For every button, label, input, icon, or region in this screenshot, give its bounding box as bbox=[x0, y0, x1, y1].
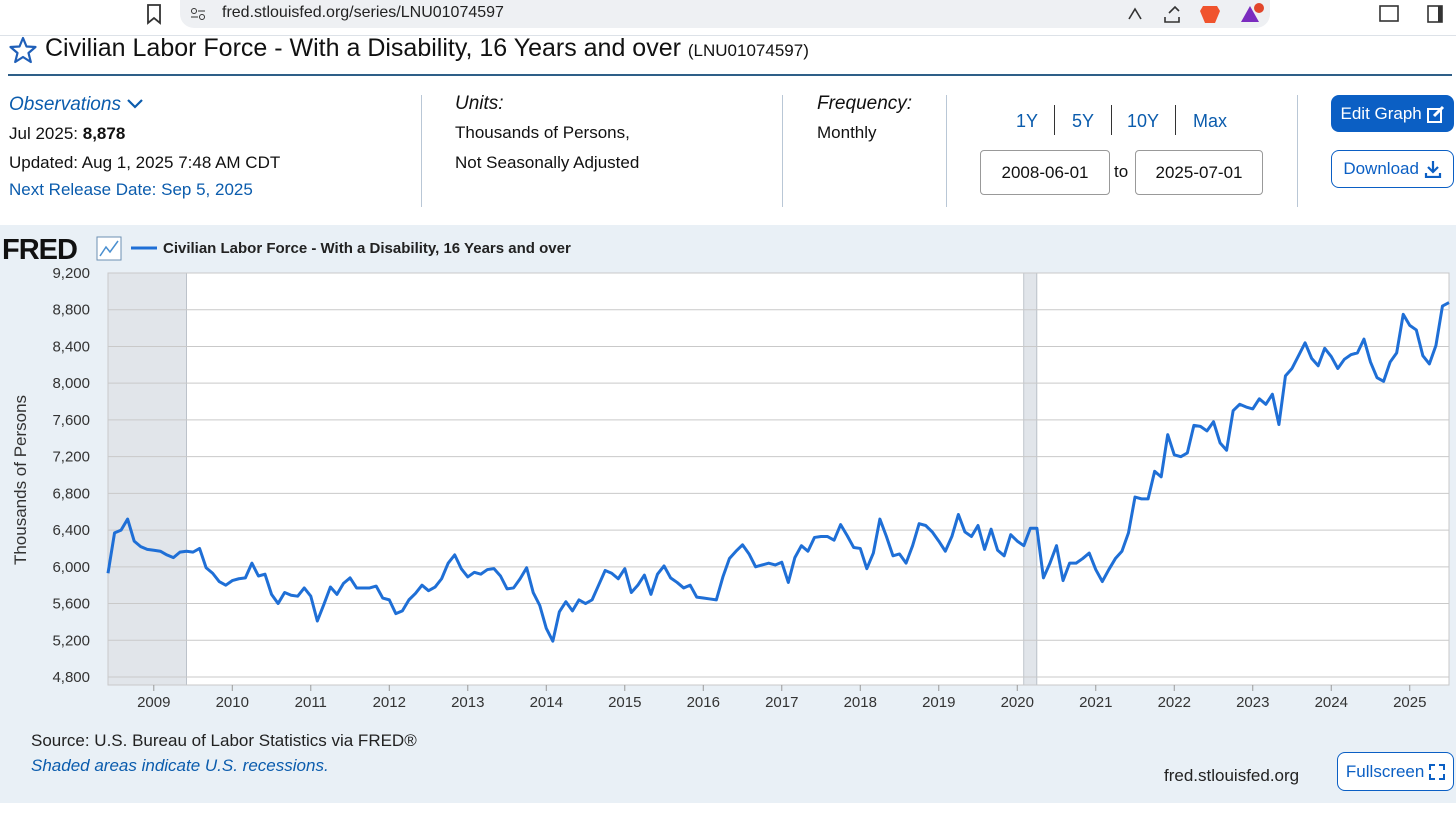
range-button[interactable]: 5Y bbox=[1072, 111, 1095, 131]
units-label: Units: bbox=[455, 93, 504, 114]
frequency-value: Monthly bbox=[817, 123, 877, 142]
range-button[interactable]: Max bbox=[1193, 111, 1228, 131]
edit-icon bbox=[1426, 105, 1444, 123]
legend-label: Civilian Labor Force - With a Disability… bbox=[163, 240, 571, 257]
recession-shade bbox=[107, 272, 187, 686]
x-tick-label: 2020 bbox=[1001, 694, 1034, 711]
edit-graph-label: Edit Graph bbox=[1340, 103, 1422, 123]
range-to: to bbox=[1114, 162, 1129, 181]
y-axis-label: Thousands of Persons bbox=[11, 395, 30, 565]
bookmark-icon[interactable] bbox=[145, 3, 163, 25]
fullscreen-button[interactable]: Fullscreen bbox=[1337, 752, 1454, 791]
x-tick-label: 2013 bbox=[451, 694, 484, 711]
y-tick-label: 6,000 bbox=[52, 559, 90, 576]
series-id: (LNU01074597) bbox=[687, 41, 809, 60]
y-tick-label: 6,800 bbox=[52, 485, 90, 502]
x-tick-label: 2018 bbox=[844, 694, 877, 711]
y-tick-label: 7,600 bbox=[52, 412, 90, 429]
units-line: Not Seasonally Adjusted bbox=[455, 153, 640, 172]
y-tick-label: 8,400 bbox=[52, 338, 90, 355]
site: fred.stlouisfed.org bbox=[1164, 766, 1300, 785]
range-button[interactable]: 1Y bbox=[1016, 111, 1039, 131]
x-tick-label: 2012 bbox=[373, 694, 406, 711]
chevron bbox=[127, 99, 144, 109]
latest-observation: Jul 2025: 8,878 bbox=[9, 124, 125, 144]
y-tick-label: 4,800 bbox=[52, 669, 90, 686]
download-label: Download bbox=[1343, 159, 1419, 178]
y-tick-label: 6,400 bbox=[52, 522, 90, 539]
fullscreen-label: Fullscreen bbox=[1345, 761, 1425, 781]
recession-note: Shaded areas indicate U.S. recessions. bbox=[31, 756, 329, 775]
separator bbox=[1297, 95, 1298, 207]
site-info-icon[interactable] bbox=[190, 6, 206, 22]
range-divider bbox=[1175, 105, 1176, 135]
x-tick-label: 2011 bbox=[295, 694, 327, 711]
y-tick-label: 9,200 bbox=[52, 265, 90, 282]
latest-value: 8,878 bbox=[82, 124, 126, 143]
browser-divider bbox=[0, 35, 1456, 36]
edit-graph-button[interactable]: Edit Graph bbox=[1331, 95, 1454, 132]
address-bar[interactable] bbox=[180, 0, 1270, 28]
x-tick-label: 2022 bbox=[1158, 694, 1191, 711]
plot-frame bbox=[107, 272, 1450, 686]
x-tick-label: 2021 bbox=[1079, 694, 1112, 711]
y-tick-label: 5,600 bbox=[52, 596, 90, 613]
range-button[interactable]: 10Y bbox=[1127, 111, 1160, 131]
fullscreen-icon bbox=[1429, 763, 1446, 780]
series-title: Civilian Labor Force - With a Disability… bbox=[45, 34, 681, 62]
y-tick-label: 8,000 bbox=[52, 375, 90, 392]
download-button[interactable]: Download bbox=[1331, 150, 1454, 188]
x-tick-label: 2015 bbox=[608, 694, 641, 711]
x-tick-label: 2016 bbox=[687, 694, 720, 711]
x-tick-label: 2017 bbox=[765, 694, 798, 711]
end-date[interactable]: 2025-07-01 bbox=[1135, 150, 1263, 195]
y-tick-label: 5,200 bbox=[52, 632, 90, 649]
source: Source: U.S. Bureau of Labor Statistics … bbox=[31, 731, 417, 750]
x-tick-label: 2014 bbox=[530, 694, 563, 711]
frequency-label: Frequency: bbox=[817, 93, 913, 114]
recession-shade bbox=[1023, 272, 1038, 686]
plot-area bbox=[108, 273, 1449, 685]
chart-icon[interactable] bbox=[96, 236, 122, 261]
latest-label: Jul 2025: bbox=[9, 124, 78, 143]
x-tick-label: 2009 bbox=[137, 694, 170, 711]
separator bbox=[421, 95, 422, 207]
y-tick-label: 7,200 bbox=[52, 449, 90, 466]
range-divider bbox=[1111, 105, 1112, 135]
chart-icon-line bbox=[99, 240, 119, 257]
fred-logo: FRED bbox=[2, 234, 77, 266]
x-tick-label: 2010 bbox=[216, 694, 249, 711]
x-tick-label: 2023 bbox=[1236, 694, 1269, 711]
chart: FRED Civilian Labor Force - With a Disab… bbox=[2, 234, 1450, 711]
units-line: Thousands of Persons, bbox=[455, 123, 630, 142]
download-icon bbox=[1424, 161, 1441, 178]
x-tick-label: 2024 bbox=[1315, 694, 1348, 711]
url[interactable]: fred.stlouisfed.org/series/LNU01074597 bbox=[222, 4, 504, 21]
next-release[interactable]: Next Release Date: Sep 5, 2025 bbox=[9, 180, 253, 199]
series-line bbox=[106, 301, 1450, 643]
observations-toggle[interactable]: Observations bbox=[9, 94, 144, 116]
browser-bar: fred.stlouisfed.org/series/LNU01074597 bbox=[0, 0, 1456, 30]
title-rule bbox=[8, 74, 1452, 76]
updated: Updated: Aug 1, 2025 7:48 AM CDT bbox=[9, 153, 281, 172]
window-icons[interactable] bbox=[1378, 3, 1448, 25]
separator bbox=[946, 95, 947, 207]
x-tick-label: 2025 bbox=[1393, 694, 1426, 711]
observations-label: Observations bbox=[9, 94, 121, 115]
y-tick-label: 8,800 bbox=[52, 302, 90, 319]
page-title: Civilian Labor Force - With a Disability… bbox=[45, 34, 809, 63]
start-date[interactable]: 2008-06-01 bbox=[980, 150, 1110, 195]
toolbar-icons[interactable] bbox=[1125, 3, 1265, 25]
x-tick-label: 2019 bbox=[922, 694, 955, 711]
range-divider bbox=[1054, 105, 1055, 135]
separator bbox=[782, 95, 783, 207]
favorite-star[interactable] bbox=[9, 36, 37, 64]
